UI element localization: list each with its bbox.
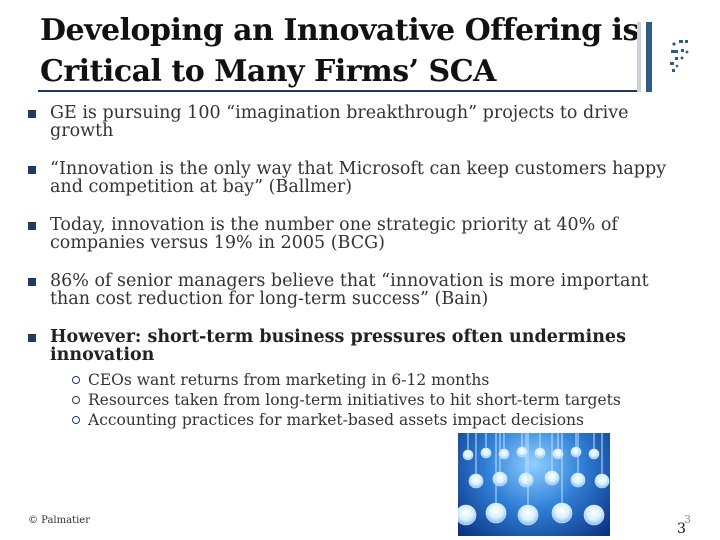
bullet-text: “Innovation is the only way that Microso… xyxy=(50,159,667,197)
bullet-item: GE is pursuing 100 “imagination breakthr… xyxy=(28,104,668,140)
sub-bullet-text: Accounting practices for market-based as… xyxy=(88,411,584,429)
square-bullet-icon xyxy=(28,334,36,342)
square-bullet-icon xyxy=(28,278,36,286)
slide-title: Developing an Innovative Offering is Cri… xyxy=(40,10,640,92)
circle-bullet-icon xyxy=(72,376,80,384)
title-underline xyxy=(38,90,638,92)
bullet-item: However: short-term business pressures o… xyxy=(28,328,668,430)
footer-copyright: © Palmatier xyxy=(28,515,90,526)
bullet-text: GE is pursuing 100 “imagination breakthr… xyxy=(50,103,629,141)
title-line-2: Critical to Many Firms’ SCA xyxy=(40,54,496,89)
sub-bullet-text: CEOs want returns from marketing in 6-12… xyxy=(88,371,490,389)
dotted-logo-icon xyxy=(670,40,689,72)
square-bullet-icon xyxy=(28,222,36,230)
bullet-list: GE is pursuing 100 “imagination breakthr… xyxy=(28,104,668,430)
circle-bullet-icon xyxy=(72,396,80,404)
square-bullet-icon xyxy=(28,110,36,118)
sub-bullet-item: CEOs want returns from marketing in 6-12… xyxy=(72,370,668,390)
accent-bar-dark xyxy=(646,22,652,92)
lightbulbs-photo xyxy=(458,433,610,536)
title-line-1: Developing an Innovative Offering is xyxy=(40,13,639,48)
sub-bullet-item: Accounting practices for market-based as… xyxy=(72,410,668,430)
sub-bullet-item: Resources taken from long-term initiativ… xyxy=(72,390,668,410)
circle-bullet-icon xyxy=(72,416,80,424)
bullet-item: Today, innovation is the number one stra… xyxy=(28,216,668,252)
page-number: 3 xyxy=(677,521,686,537)
square-bullet-icon xyxy=(28,166,36,174)
bullet-item: “Innovation is the only way that Microso… xyxy=(28,160,668,196)
sub-bullet-list: CEOs want returns from marketing in 6-12… xyxy=(50,370,668,430)
lightbulbs-illustration xyxy=(458,433,610,526)
bullet-text: Today, innovation is the number one stra… xyxy=(50,215,618,253)
bullet-item: 86% of senior managers believe that “inn… xyxy=(28,272,668,308)
bullet-text-emphasis: However: short-term business pressures o… xyxy=(50,327,626,365)
bullet-text: 86% of senior managers believe that “inn… xyxy=(50,271,649,309)
accent-bar-light xyxy=(637,22,641,92)
page-number-echo: 3 xyxy=(684,513,691,526)
sub-bullet-text: Resources taken from long-term initiativ… xyxy=(88,391,621,409)
